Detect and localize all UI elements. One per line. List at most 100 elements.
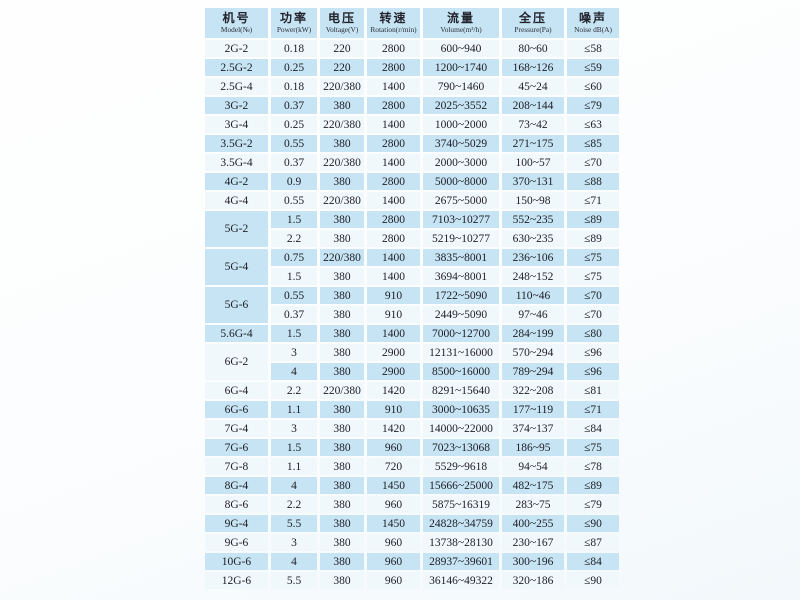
cell-volume: 2025~3552 [423,97,499,114]
table-row: 9G-6 3 380 960 13738~28130 230~167 ≤87 [205,534,619,551]
table-row: 3.5G-2 0.55 380 2800 3740~5029 271~175 ≤85 [205,135,619,152]
cell-voltage: 380 [320,401,364,418]
column-header-voltage: 电压 Voltage(V) [320,8,364,38]
cell-power: 1.5 [271,325,317,342]
table-row: 10G-6 4 380 960 28937~39601 300~196 ≤84 [205,553,619,570]
cell-voltage: 380 [320,230,364,247]
table-row: 2.5G-2 0.25 220 2800 1200~1740 168~126 ≤59 [205,59,619,76]
cell-model: 3.5G-4 [205,154,268,171]
cell-volume: 3740~5029 [423,135,499,152]
header-label-zh: 转速 [379,11,408,25]
cell-noise: ≤60 [567,78,619,95]
column-header-model: 机号 Model(№) [205,8,268,38]
cell-rotation: 1420 [367,420,420,437]
cell-noise: ≤87 [567,534,619,551]
cell-voltage: 380 [320,363,364,380]
header-label-en: Volume(m³/h) [440,25,482,34]
cell-rotation: 1400 [367,154,420,171]
cell-rotation: 2800 [367,211,420,228]
cell-pressure: 100~57 [502,154,564,171]
cell-pressure: 789~294 [502,363,564,380]
cell-noise: ≤89 [567,211,619,228]
table-row: 3G-4 0.25 220/380 1400 1000~2000 73~42 ≤63 [205,116,619,133]
cell-volume: 790~1460 [423,78,499,95]
cell-pressure: 322~208 [502,382,564,399]
cell-pressure: 73~42 [502,116,564,133]
cell-pressure: 370~131 [502,173,564,190]
cell-rotation: 910 [367,306,420,323]
cell-power: 3 [271,534,317,551]
cell-volume: 15666~25000 [423,477,499,494]
header-row: 机号 Model(№) 功率 Power(kW) 电压 Voltage(V) 转速 Rotat… [205,8,619,38]
cell-rotation: 910 [367,401,420,418]
header-label-zh: 功率 [279,11,308,25]
table-row: 2.2 380 2800 5219~10277 630~235 ≤89 [205,230,619,247]
cell-volume: 24828~34759 [423,515,499,532]
table-body: 2G-2 0.18 220 2800 600~940 80~60 ≤58 2.5G-2 0.25… [205,40,619,589]
cell-power: 4 [271,363,317,380]
cell-volume: 5529~9618 [423,458,499,475]
cell-power: 1.1 [271,401,317,418]
cell-rotation: 2900 [367,363,420,380]
cell-noise: ≤89 [567,477,619,494]
cell-volume: 3835~8001 [423,249,499,266]
cell-model: 7G-4 [205,420,268,437]
header-label-en: Pressure(Pa) [514,25,552,34]
header-label-en: Power(kW) [276,25,312,34]
table-row: 6G-6 1.1 380 910 3000~10635 177~119 ≤71 [205,401,619,418]
column-header-power: 功率 Power(kW) [271,8,317,38]
cell-model: 5G-4 [205,249,268,285]
cell-pressure: 300~196 [502,553,564,570]
cell-pressure: 208~144 [502,97,564,114]
cell-pressure: 284~199 [502,325,564,342]
cell-noise: ≤89 [567,230,619,247]
cell-model: 6G-6 [205,401,268,418]
table-row: 6G-2 3 380 2900 12131~16000 570~294 ≤96 [205,344,619,380]
cell-voltage: 220/380 [320,78,364,95]
cell-rotation: 960 [367,439,420,456]
cell-model: 4G-2 [205,173,268,190]
cell-voltage: 380 [320,173,364,190]
table-row: 4G-4 0.55 220/380 1400 2675~5000 150~98 ≤71 [205,192,619,209]
cell-model: 2.5G-4 [205,78,268,95]
cell-model: 3.5G-2 [205,135,268,152]
header-label-en: Rotation(r/min) [370,25,417,34]
cell-rotation: 2900 [367,344,420,361]
cell-power: 5.5 [271,572,317,589]
cell-power: 4 [271,553,317,570]
cell-rotation: 960 [367,496,420,513]
table-row: 8G-6 2.2 380 960 5875~16319 283~75 ≤79 [205,496,619,513]
cell-model: 3G-4 [205,116,268,133]
header-label-zh: 全压 [518,11,547,25]
cell-rotation: 960 [367,553,420,570]
cell-voltage: 380 [320,287,364,304]
cell-voltage: 220/380 [320,382,364,399]
cell-noise: ≤79 [567,496,619,513]
cell-rotation: 2800 [367,97,420,114]
header-label-en: Voltage(V) [325,25,359,34]
cell-voltage: 380 [320,458,364,475]
cell-voltage: 380 [320,496,364,513]
cell-noise: ≤88 [567,173,619,190]
fan-spec-table: 机号 Model(№) 功率 Power(kW) 电压 Voltage(V) 转速 Rotat… [202,6,622,591]
cell-noise: ≤59 [567,59,619,76]
table-row: 12G-6 5.5 380 960 36146~49322 320~186 ≤90 [205,572,619,589]
cell-voltage: 220/380 [320,154,364,171]
cell-noise: ≤71 [567,192,619,209]
cell-rotation: 1400 [367,249,420,266]
cell-noise: ≤79 [567,97,619,114]
cell-voltage: 220 [320,40,364,57]
cell-power: 0.37 [271,154,317,171]
cell-pressure: 110~46 [502,287,564,304]
cell-power: 0.25 [271,116,317,133]
cell-volume: 7103~10277 [423,211,499,228]
table-row: 2.5G-4 0.18 220/380 1400 790~1460 45~24 ≤60 [205,78,619,95]
cell-power: 0.9 [271,173,317,190]
cell-pressure: 400~255 [502,515,564,532]
table-row: 5.6G-4 1.5 380 1400 7000~12700 284~199 ≤80 [205,325,619,342]
cell-model: 4G-4 [205,192,268,209]
cell-noise: ≤90 [567,515,619,532]
table-row: 9G-4 5.5 380 1450 24828~34759 400~255 ≤90 [205,515,619,532]
cell-power: 0.75 [271,249,317,266]
cell-rotation: 2800 [367,173,420,190]
